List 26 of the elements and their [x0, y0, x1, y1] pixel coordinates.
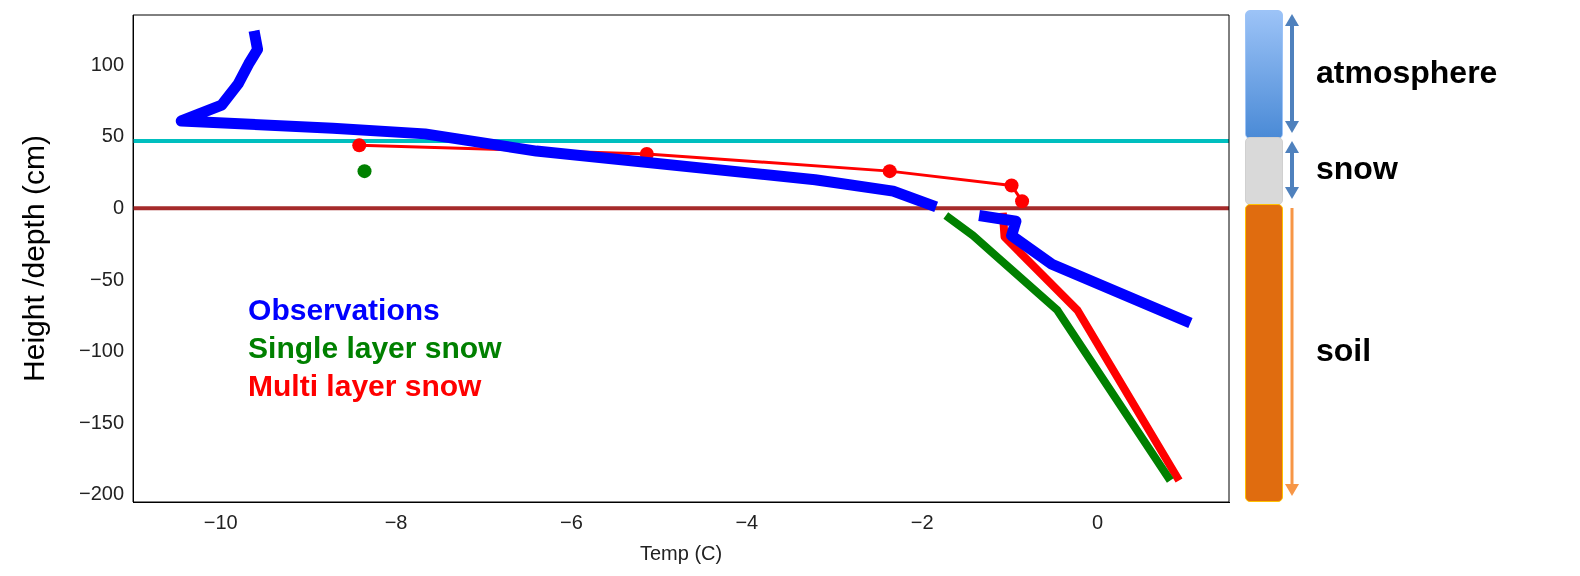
y-tick-label: 50 — [101, 124, 125, 147]
point — [882, 164, 897, 179]
point — [1015, 194, 1030, 209]
y-tick-label: 0 — [112, 195, 125, 218]
x-tick-label: 0 — [1091, 510, 1104, 533]
x-tick-label: −10 — [203, 510, 238, 533]
point — [1004, 178, 1019, 193]
text: Single layer snow — [248, 331, 503, 365]
text: Multi layer snow — [248, 369, 483, 403]
text: atmosphere — [1316, 53, 1498, 91]
x-tick-label: −2 — [910, 510, 934, 533]
x-tick-label: −8 — [384, 510, 408, 533]
text: soil — [1316, 332, 1372, 369]
y-tick-label: −100 — [78, 339, 125, 362]
x-tick-label: −6 — [560, 510, 583, 533]
point — [352, 138, 367, 153]
y-tick-label: −150 — [78, 410, 125, 433]
y-tick-label: 100 — [90, 52, 125, 75]
point — [357, 164, 372, 179]
x-axis-title: Temp (C) — [639, 541, 723, 564]
y-tick-label: −200 — [78, 482, 125, 505]
x-tick-label: −4 — [735, 510, 759, 533]
y-axis-title: Height /depth (cm) — [17, 135, 51, 382]
text: snow — [1316, 150, 1398, 187]
text: Observations — [248, 293, 440, 327]
y-tick-label: −50 — [90, 267, 125, 290]
